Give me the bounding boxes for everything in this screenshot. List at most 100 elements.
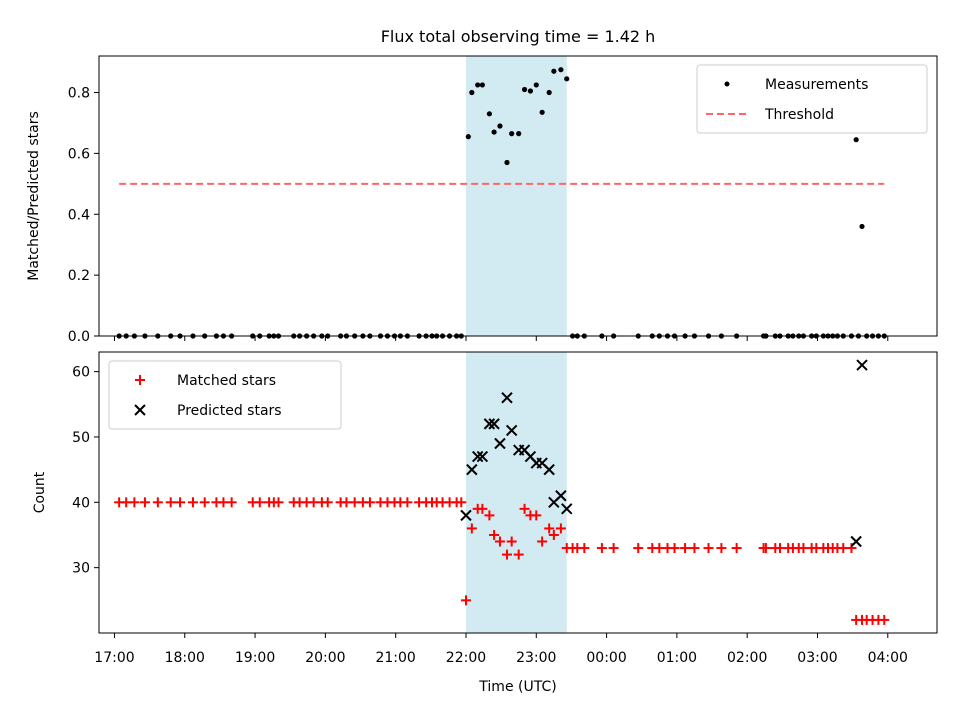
matched-star-point xyxy=(364,497,375,508)
matched-star-point xyxy=(254,497,265,508)
measurement-point xyxy=(465,134,471,140)
predicted-star-point xyxy=(476,450,489,463)
measurement-point xyxy=(521,86,528,93)
x-tick-label: 01:00 xyxy=(657,650,697,666)
matched-star-point xyxy=(537,536,548,547)
matched-star-point xyxy=(175,497,186,508)
matched-star-point xyxy=(501,549,512,560)
measurement-point xyxy=(497,123,503,129)
top-panel: 0.00.20.40.60.8 Matched/Predicted stars … xyxy=(26,55,938,345)
matched-star-point xyxy=(199,497,210,508)
y-tick-label: 0.8 xyxy=(68,86,90,102)
bottom-legend-box xyxy=(108,360,342,430)
matched-star-point xyxy=(494,536,505,547)
bottom-axes-frame xyxy=(98,351,938,634)
legend-measurements-label: Measurements xyxy=(765,77,868,93)
matched-star-point xyxy=(548,529,559,540)
x-tick-label: 17:00 xyxy=(94,650,134,666)
matched-star-point xyxy=(846,543,857,554)
bottom-y-ticks: 30 40 50 60 xyxy=(72,365,99,577)
matched-star-point xyxy=(402,497,413,508)
x-tick-label: 20:00 xyxy=(305,650,345,666)
matched-star-point xyxy=(519,503,530,514)
measurement-point xyxy=(504,159,510,166)
matched-star-point xyxy=(187,497,198,508)
legend-plus xyxy=(135,375,145,385)
measurement-point xyxy=(479,82,485,88)
measurement-point xyxy=(546,89,552,96)
top-legend-box xyxy=(696,64,928,134)
measurement-point xyxy=(486,111,493,117)
x-tick-label: 22:00 xyxy=(446,650,486,666)
matched-star-point xyxy=(608,543,619,554)
top-x-ticks xyxy=(113,336,889,341)
matched-star-point xyxy=(879,614,890,625)
matched-star-point xyxy=(680,543,691,554)
predicted-star-point xyxy=(488,418,500,430)
matched-star-point xyxy=(489,529,500,540)
y-tick-label: 0.0 xyxy=(68,329,90,345)
legend-cross xyxy=(134,404,146,416)
x-tick-label: 03:00 xyxy=(797,650,837,666)
x-axis-label: Time (UTC) xyxy=(478,679,556,695)
predicted-star-point xyxy=(460,509,472,522)
x-tick-label: 21:00 xyxy=(375,650,415,666)
legend-matched-marker xyxy=(135,375,145,385)
top-legend: Measurements Threshold xyxy=(696,64,928,134)
bottom-legend: Matched stars Predicted stars xyxy=(108,360,342,430)
predicted-star-point xyxy=(466,463,478,476)
x-tick-label: 18:00 xyxy=(165,650,205,666)
matched-star-point xyxy=(273,497,284,508)
predicted-star-point xyxy=(471,450,484,463)
x-tick-label: 23:00 xyxy=(516,650,556,666)
measurement-point xyxy=(469,89,475,96)
chart-title: Flux total observing time = 1.42 h xyxy=(381,27,656,46)
y-tick-label: 30 xyxy=(72,561,90,577)
matched-star-point xyxy=(596,543,607,554)
legend-matched-label: Matched stars xyxy=(177,373,276,389)
x-tick-label: 02:00 xyxy=(727,650,767,666)
measurement-point xyxy=(509,131,515,137)
y-tick-label: 0.2 xyxy=(68,268,90,284)
y-tick-label: 60 xyxy=(72,365,90,381)
y-tick-label: 0.6 xyxy=(68,146,90,162)
matched-star-point xyxy=(633,543,644,554)
top-axes-frame xyxy=(98,55,938,337)
predicted-star-point xyxy=(483,418,496,430)
matched-star-point xyxy=(460,595,471,606)
matched-star-point xyxy=(716,543,727,554)
matched-star-point xyxy=(669,543,680,554)
matched-star-point xyxy=(165,497,176,508)
matched-star-point xyxy=(139,497,150,508)
predicted-stars-points xyxy=(460,359,868,548)
bottom-panel: 30 40 50 60 17:00 18:00 19:00 20:00 21:00 22:00 2… xyxy=(32,351,938,695)
matched-star-point xyxy=(579,543,590,554)
matched-star-point xyxy=(703,543,714,554)
matched-star-point xyxy=(544,523,555,534)
legend-predicted-label: Predicted stars xyxy=(177,403,282,419)
legend-predicted-marker xyxy=(134,404,146,416)
y-tick-label: 50 xyxy=(72,430,90,446)
measurement-point xyxy=(516,131,522,137)
top-y-ticks: 0.0 0.2 0.4 0.6 0.8 xyxy=(68,86,99,345)
predicted-star-point xyxy=(856,359,868,371)
top-y-axis-label: Matched/Predicted stars xyxy=(26,111,42,281)
matched-star-point xyxy=(731,543,742,554)
measurement-point xyxy=(558,67,564,73)
x-tick-label: 04:00 xyxy=(868,650,908,666)
measurement-point xyxy=(539,109,545,115)
matched-star-point xyxy=(555,523,566,534)
bottom-highlight-span xyxy=(465,352,567,633)
measurement-point xyxy=(853,137,859,143)
y-tick-label: 40 xyxy=(72,495,90,511)
predicted-star-point xyxy=(561,503,573,515)
predicted-star-point xyxy=(543,463,555,476)
matched-stars-points xyxy=(114,497,890,625)
predicted-star-point xyxy=(850,535,862,548)
x-tick-label: 19:00 xyxy=(235,650,275,666)
predicted-star-point xyxy=(555,490,567,502)
measurement-point xyxy=(564,76,570,82)
measurement-point xyxy=(859,223,865,230)
matched-star-point xyxy=(152,497,163,508)
predicted-star-point xyxy=(494,437,506,450)
